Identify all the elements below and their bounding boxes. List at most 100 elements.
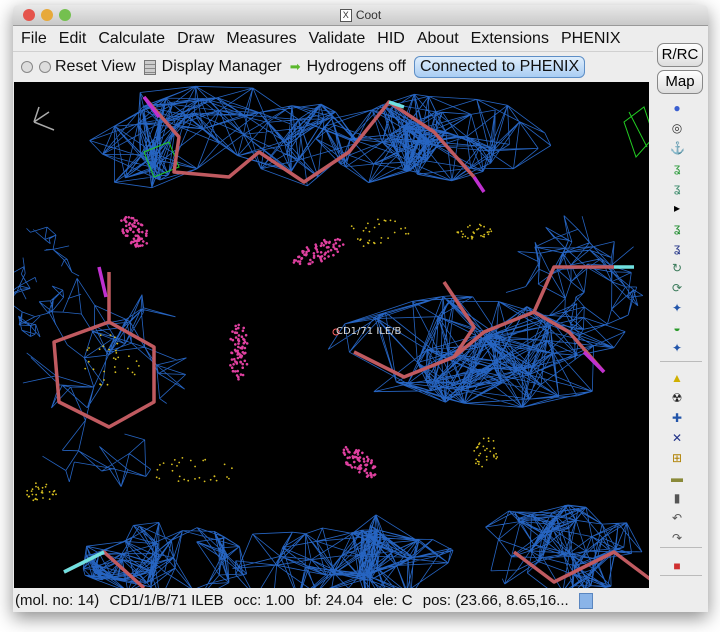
contact-dot xyxy=(88,347,90,349)
clash-dot xyxy=(372,465,376,469)
delete-icon[interactable]: ☢ xyxy=(671,391,683,405)
clash-dot xyxy=(245,342,249,345)
reset-view-button[interactable]: Reset View xyxy=(55,58,136,76)
auto-fit-rotamer-icon[interactable]: ʓ xyxy=(673,221,681,235)
contact-dot xyxy=(489,228,492,231)
carbon-bond xyxy=(142,95,476,184)
flag-icon[interactable]: ■ xyxy=(673,559,681,573)
undo-icon[interactable]: ↶ xyxy=(671,511,683,525)
menu-extensions[interactable]: Extensions xyxy=(470,30,549,47)
menu-calculate[interactable]: Calculate xyxy=(98,30,166,47)
contact-dot xyxy=(87,360,90,363)
contact-dot xyxy=(373,242,376,245)
contact-dot xyxy=(350,225,353,228)
back-icon[interactable] xyxy=(21,61,33,73)
clash-dot xyxy=(365,471,369,475)
menu-file[interactable]: File xyxy=(21,30,47,47)
add-residue-icon[interactable]: ✕ xyxy=(671,431,683,445)
clash-dot xyxy=(245,362,249,366)
clash-dot xyxy=(120,219,123,222)
clash-dot xyxy=(136,222,140,225)
menu-hid[interactable]: HID xyxy=(377,30,405,47)
contact-dot xyxy=(223,463,226,466)
contact-dot xyxy=(30,490,33,492)
contact-dot xyxy=(482,445,485,448)
map-button[interactable]: Map xyxy=(657,70,703,94)
contact-dot xyxy=(493,455,495,458)
trash-icon[interactable]: ▮ xyxy=(673,491,681,505)
edit-chi-icon[interactable]: ʓ xyxy=(673,241,681,255)
plus-box-icon[interactable]: ⊞ xyxy=(671,451,683,465)
clash-dot xyxy=(238,355,242,359)
display-manager-button[interactable]: Display Manager xyxy=(143,58,282,76)
more-icon[interactable]: ▸ xyxy=(673,201,681,215)
menu-validate[interactable]: Validate xyxy=(308,30,366,47)
contact-dot xyxy=(467,226,469,228)
clash-dot xyxy=(121,229,124,233)
minimize-button[interactable] xyxy=(41,9,53,21)
contact-dot xyxy=(356,238,359,240)
graphics-viewport[interactable]: CD1/71 ILE/B xyxy=(13,82,656,612)
contact-dot xyxy=(92,368,95,371)
clash-dot xyxy=(336,237,340,241)
contact-dot xyxy=(187,479,190,482)
contact-dot xyxy=(486,231,489,234)
clash-dot xyxy=(326,250,330,253)
reset-view-label: Reset View xyxy=(55,58,136,75)
add-atom-icon[interactable]: ✚ xyxy=(671,411,683,425)
menu-measures[interactable]: Measures xyxy=(226,30,297,47)
rotate-translate-icon[interactable]: ↻ xyxy=(671,261,683,275)
contact-dot xyxy=(496,456,499,458)
contact-dot xyxy=(400,227,402,230)
contact-dot xyxy=(113,366,116,368)
molecule-scene[interactable] xyxy=(13,82,656,612)
menu-about[interactable]: About xyxy=(416,30,459,47)
menu-edit[interactable]: Edit xyxy=(58,30,87,47)
clash-dot xyxy=(353,466,357,469)
contact-dot xyxy=(31,493,34,496)
clash-dot xyxy=(137,227,141,231)
pepflip-icon[interactable]: ◎ xyxy=(671,121,683,135)
accept-icon[interactable]: ▬ xyxy=(671,471,683,485)
contact-dot xyxy=(478,461,480,463)
close-button[interactable] xyxy=(23,9,35,21)
rrc-button[interactable]: R/RC xyxy=(657,43,703,67)
contact-dot xyxy=(135,360,138,362)
contact-dot xyxy=(158,477,161,480)
menu-phenix[interactable]: PHENIX xyxy=(560,30,621,47)
backrub-icon[interactable]: ✦ xyxy=(671,341,683,355)
clash-dot xyxy=(139,244,142,248)
hydrogens-button[interactable]: ➡ Hydrogens off xyxy=(290,58,406,76)
zoom-button[interactable] xyxy=(59,9,71,21)
clash-dot xyxy=(135,219,139,222)
status-pos: pos: (23.66, 8.65,16... xyxy=(422,592,569,609)
clash-dot xyxy=(365,463,369,467)
rigid-body-icon[interactable]: ⟳ xyxy=(671,281,683,295)
menu-bar: File Edit Calculate Draw Measures Valida… xyxy=(13,27,653,52)
clash-dot xyxy=(332,243,335,247)
rotamer-icon[interactable]: ⚓ xyxy=(670,141,685,155)
contact-dot xyxy=(103,379,105,381)
regularize-icon[interactable]: ʓ xyxy=(673,181,681,195)
torsion-icon[interactable]: ✦ xyxy=(671,301,683,315)
contact-dot xyxy=(128,355,130,358)
contact-dot xyxy=(377,218,379,221)
contact-dot xyxy=(112,357,115,359)
real-space-refine-icon[interactable]: ʓ xyxy=(673,161,681,175)
contact-dot xyxy=(35,482,37,485)
contact-dot xyxy=(127,367,129,370)
sphere-refine-icon[interactable]: ● xyxy=(673,101,681,115)
redo-icon[interactable]: ↷ xyxy=(671,531,683,545)
contact-dot xyxy=(117,356,120,359)
add-terminal-icon[interactable]: ▲ xyxy=(671,371,683,385)
contact-dot xyxy=(31,488,34,491)
add-water-icon[interactable]: ◒ xyxy=(673,321,681,335)
phenix-connection-button[interactable]: Connected to PHENIX xyxy=(413,56,586,78)
clash-dot xyxy=(352,460,356,464)
status-bf: bf: 24.04 xyxy=(304,592,364,609)
contact-dot xyxy=(226,476,228,478)
clash-dot xyxy=(145,229,149,233)
clash-dot xyxy=(311,260,314,264)
stop-icon[interactable] xyxy=(39,61,51,73)
menu-draw[interactable]: Draw xyxy=(177,30,215,47)
